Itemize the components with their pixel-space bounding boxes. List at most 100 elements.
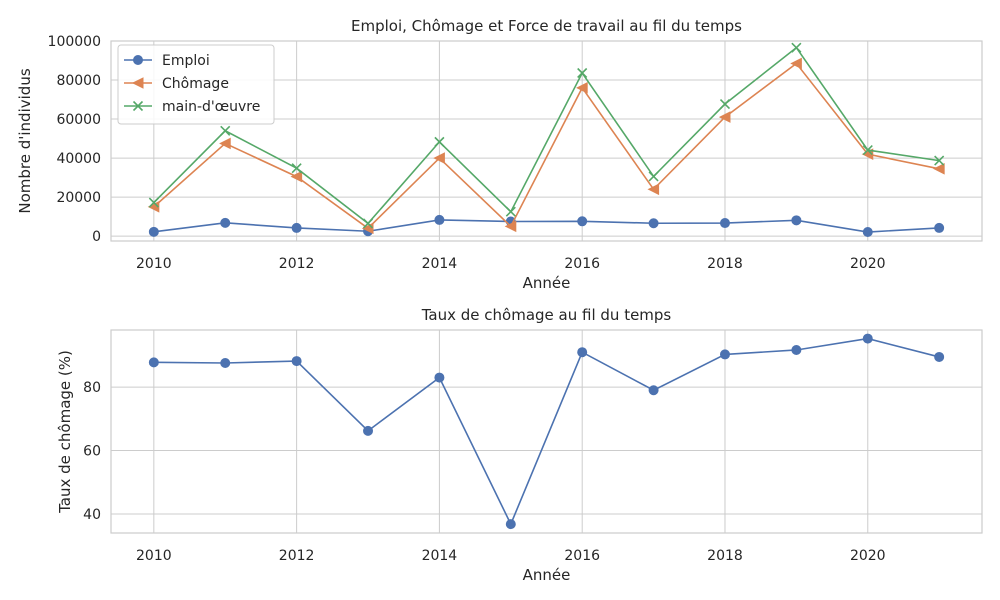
top-chart-series-1-point-2020 bbox=[862, 227, 873, 238]
top-chart-series-1-point-2016 bbox=[577, 216, 588, 227]
top-chart-series-3-point-2013-stroke-b bbox=[362, 218, 374, 229]
top-chart-x-tick-2020: 2020 bbox=[850, 256, 886, 272]
top-chart-series-3-point-2019-stroke-b bbox=[791, 42, 802, 53]
top-chart-series-2-point-2014 bbox=[433, 152, 445, 164]
bottom-chart-series-1-line bbox=[153, 337, 940, 527]
bottom-chart-y-ticks: 40 60 80 bbox=[83, 380, 101, 523]
top-chart-series-3-point-2017 bbox=[648, 171, 659, 182]
top-chart-series-1-point-2014 bbox=[434, 214, 445, 225]
top-chart-series-1-point-2012 bbox=[291, 222, 302, 233]
top-chart-series-3-point-2014 bbox=[434, 136, 445, 147]
bottom-chart-y-axis-label: Taux de chômage (%) bbox=[56, 350, 74, 514]
legend-marker-3 bbox=[132, 100, 144, 112]
top-chart-series-3-point-2016 bbox=[577, 67, 588, 79]
top-chart-series-3-point-2017-stroke-b bbox=[648, 171, 659, 182]
top-chart-x-axis-label: Année bbox=[523, 274, 571, 292]
top-chart-series bbox=[147, 42, 945, 238]
top-chart-x-tick-2012: 2012 bbox=[279, 256, 315, 272]
top-chart-series-3-point-2014-stroke-b bbox=[434, 136, 445, 147]
top-chart-series-3-point-2020-stroke-b bbox=[862, 145, 873, 156]
legend-label-1: Emploi bbox=[162, 53, 210, 69]
top-chart-series-3-point-2010-stroke-b bbox=[148, 197, 159, 208]
top-chart-y-tick-100000: 100000 bbox=[48, 34, 101, 50]
top-chart-series-1-point-2021 bbox=[934, 222, 945, 233]
top-chart-title: Emploi, Chômage et Force de travail au f… bbox=[351, 17, 742, 35]
legend-label-2: Chômage bbox=[162, 76, 229, 92]
legend-marker-3-stroke-b bbox=[132, 100, 144, 112]
top-chart-series-1-point-2017 bbox=[648, 218, 659, 229]
bottom-chart-series-1-point-2017 bbox=[648, 385, 659, 396]
top-chart-series-3-point-2021-stroke-b bbox=[934, 155, 945, 166]
top-chart-series-3-point-2012-stroke-b bbox=[291, 163, 302, 174]
legend-box bbox=[117, 44, 275, 125]
top-chart-series-1-point-2011 bbox=[220, 217, 231, 228]
top-chart-y-tick-20000: 20000 bbox=[56, 190, 101, 206]
top-chart-series-3-point-2020 bbox=[862, 145, 873, 156]
top-chart-series-3-point-2019 bbox=[791, 42, 802, 53]
bottom-chart-x-tick-2012: 2012 bbox=[279, 548, 315, 564]
bottom-chart-series-1-point-2021 bbox=[934, 351, 945, 362]
top-chart: 2010 2012 2014 2016 2018 2020 0 20000 40000 6000… bbox=[16, 17, 983, 292]
top-chart-series-3-point-2010 bbox=[148, 197, 159, 208]
top-chart-y-tick-0: 0 bbox=[92, 229, 101, 245]
bottom-chart-series-1-point-2016 bbox=[577, 347, 588, 358]
bottom-chart-x-tick-2016: 2016 bbox=[564, 548, 600, 564]
bottom-chart-grid bbox=[111, 330, 982, 533]
top-chart-y-tick-40000: 40000 bbox=[56, 151, 101, 167]
top-chart-series-3-point-2018 bbox=[719, 98, 731, 110]
top-chart-series-1-line bbox=[153, 219, 940, 233]
top-chart-y-ticks: 0 20000 40000 60000 80000 100000 bbox=[48, 34, 101, 245]
top-chart-x-tick-2014: 2014 bbox=[422, 256, 458, 272]
legend-marker-1 bbox=[133, 55, 143, 65]
top-chart-series-1-point-2018 bbox=[719, 218, 730, 229]
bottom-chart: 2010 2012 2014 2016 2018 2020 40 60 80 Taux de … bbox=[56, 306, 983, 584]
top-chart-series-2-point-2021 bbox=[933, 162, 945, 175]
top-chart-series-2-point-2017 bbox=[647, 183, 660, 196]
top-chart-x-tick-2010: 2010 bbox=[136, 256, 172, 272]
top-chart-series-2-point-2016 bbox=[576, 82, 588, 94]
bottom-chart-y-tick-60: 60 bbox=[83, 444, 101, 460]
top-chart-series-3-point-2011-stroke-b bbox=[220, 125, 231, 136]
bottom-chart-title: Taux de chômage au fil du temps bbox=[421, 306, 672, 324]
legend-marker-2 bbox=[131, 77, 144, 89]
top-chart-series-1-point-2019 bbox=[791, 215, 802, 226]
top-chart-legend: Emploi Chômage main-d'œuvre bbox=[117, 44, 275, 125]
bottom-chart-series-1-point-2020 bbox=[862, 333, 873, 344]
top-chart-x-tick-2016: 2016 bbox=[564, 256, 600, 272]
bottom-chart-series-1-point-2010 bbox=[148, 357, 159, 368]
bottom-chart-x-axis-label: Année bbox=[523, 566, 571, 584]
bottom-chart-series bbox=[148, 333, 945, 530]
top-chart-series-2-point-2019 bbox=[790, 57, 802, 70]
top-chart-x-ticks: 2010 2012 2014 2016 2018 2020 bbox=[136, 256, 886, 272]
top-chart-series-3-point-2021 bbox=[934, 155, 945, 166]
top-chart-series-2-point-2011 bbox=[219, 137, 231, 150]
top-chart-series-3-point-2016-stroke-b bbox=[577, 67, 588, 79]
top-chart-series-2-point-2018 bbox=[718, 111, 731, 123]
bottom-chart-series-1-point-2018 bbox=[719, 349, 730, 360]
top-chart-series-3-point-2015-stroke-b bbox=[505, 206, 516, 217]
legend-label-3: main-d'œuvre bbox=[162, 99, 260, 115]
top-chart-series-1-point-2010 bbox=[148, 226, 159, 237]
bottom-chart-x-tick-2010: 2010 bbox=[136, 548, 172, 564]
bottom-chart-y-tick-80: 80 bbox=[83, 380, 101, 396]
bottom-chart-series-1-point-2015 bbox=[505, 519, 516, 530]
bottom-chart-x-tick-2020: 2020 bbox=[850, 548, 886, 564]
top-chart-series-3-point-2011 bbox=[220, 125, 231, 136]
bottom-chart-series-1-point-2013 bbox=[363, 425, 374, 436]
top-chart-series-2-point-2015 bbox=[504, 220, 517, 233]
top-chart-x-tick-2018: 2018 bbox=[707, 256, 743, 272]
top-chart-series-3-point-2012 bbox=[291, 163, 302, 174]
top-chart-series-2-point-2012 bbox=[290, 170, 303, 183]
bottom-chart-frame bbox=[110, 329, 983, 534]
bottom-chart-x-tick-2014: 2014 bbox=[422, 548, 458, 564]
bottom-chart-x-ticks: 2010 2012 2014 2016 2018 2020 bbox=[136, 548, 886, 564]
top-chart-y-axis-label: Nombre d'individus bbox=[16, 68, 34, 213]
top-chart-series-3-point-2015 bbox=[505, 206, 516, 217]
bottom-chart-series-1-point-2019 bbox=[791, 344, 802, 355]
top-chart-series-3-point-2013 bbox=[362, 218, 374, 229]
top-chart-series-3-line bbox=[153, 46, 940, 225]
bottom-chart-y-tick-40: 40 bbox=[83, 507, 101, 523]
top-chart-series-2-line bbox=[153, 62, 940, 230]
top-chart-y-tick-60000: 60000 bbox=[56, 112, 101, 128]
